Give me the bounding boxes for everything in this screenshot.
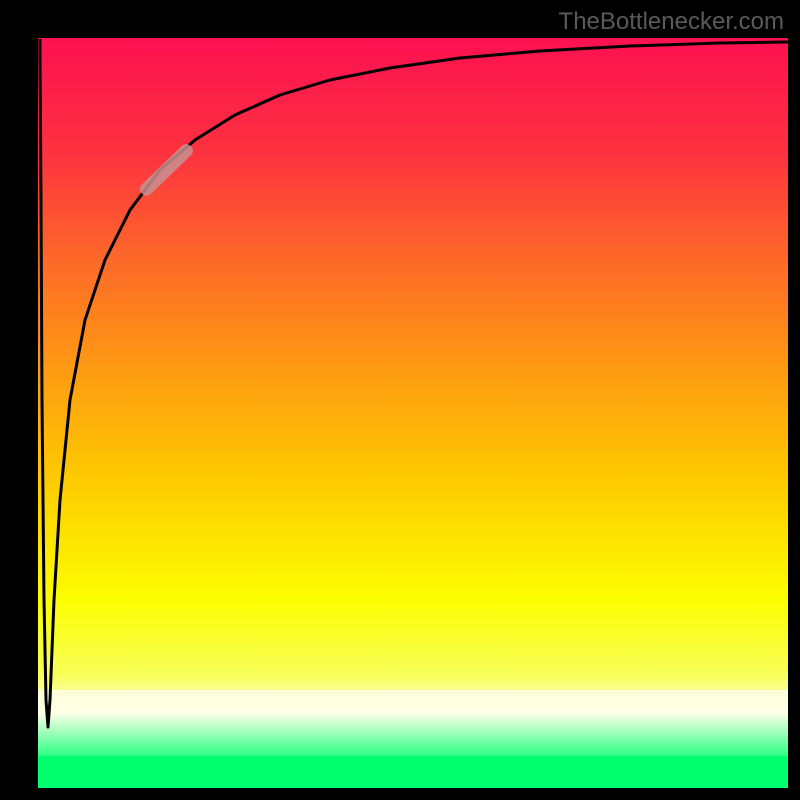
watermark-text: TheBottlenecker.com — [559, 8, 784, 36]
chart-border-bottom — [0, 788, 800, 800]
chart-border-right — [788, 0, 800, 800]
bottleneck-curve — [38, 38, 788, 788]
chart-border-left — [0, 0, 38, 800]
